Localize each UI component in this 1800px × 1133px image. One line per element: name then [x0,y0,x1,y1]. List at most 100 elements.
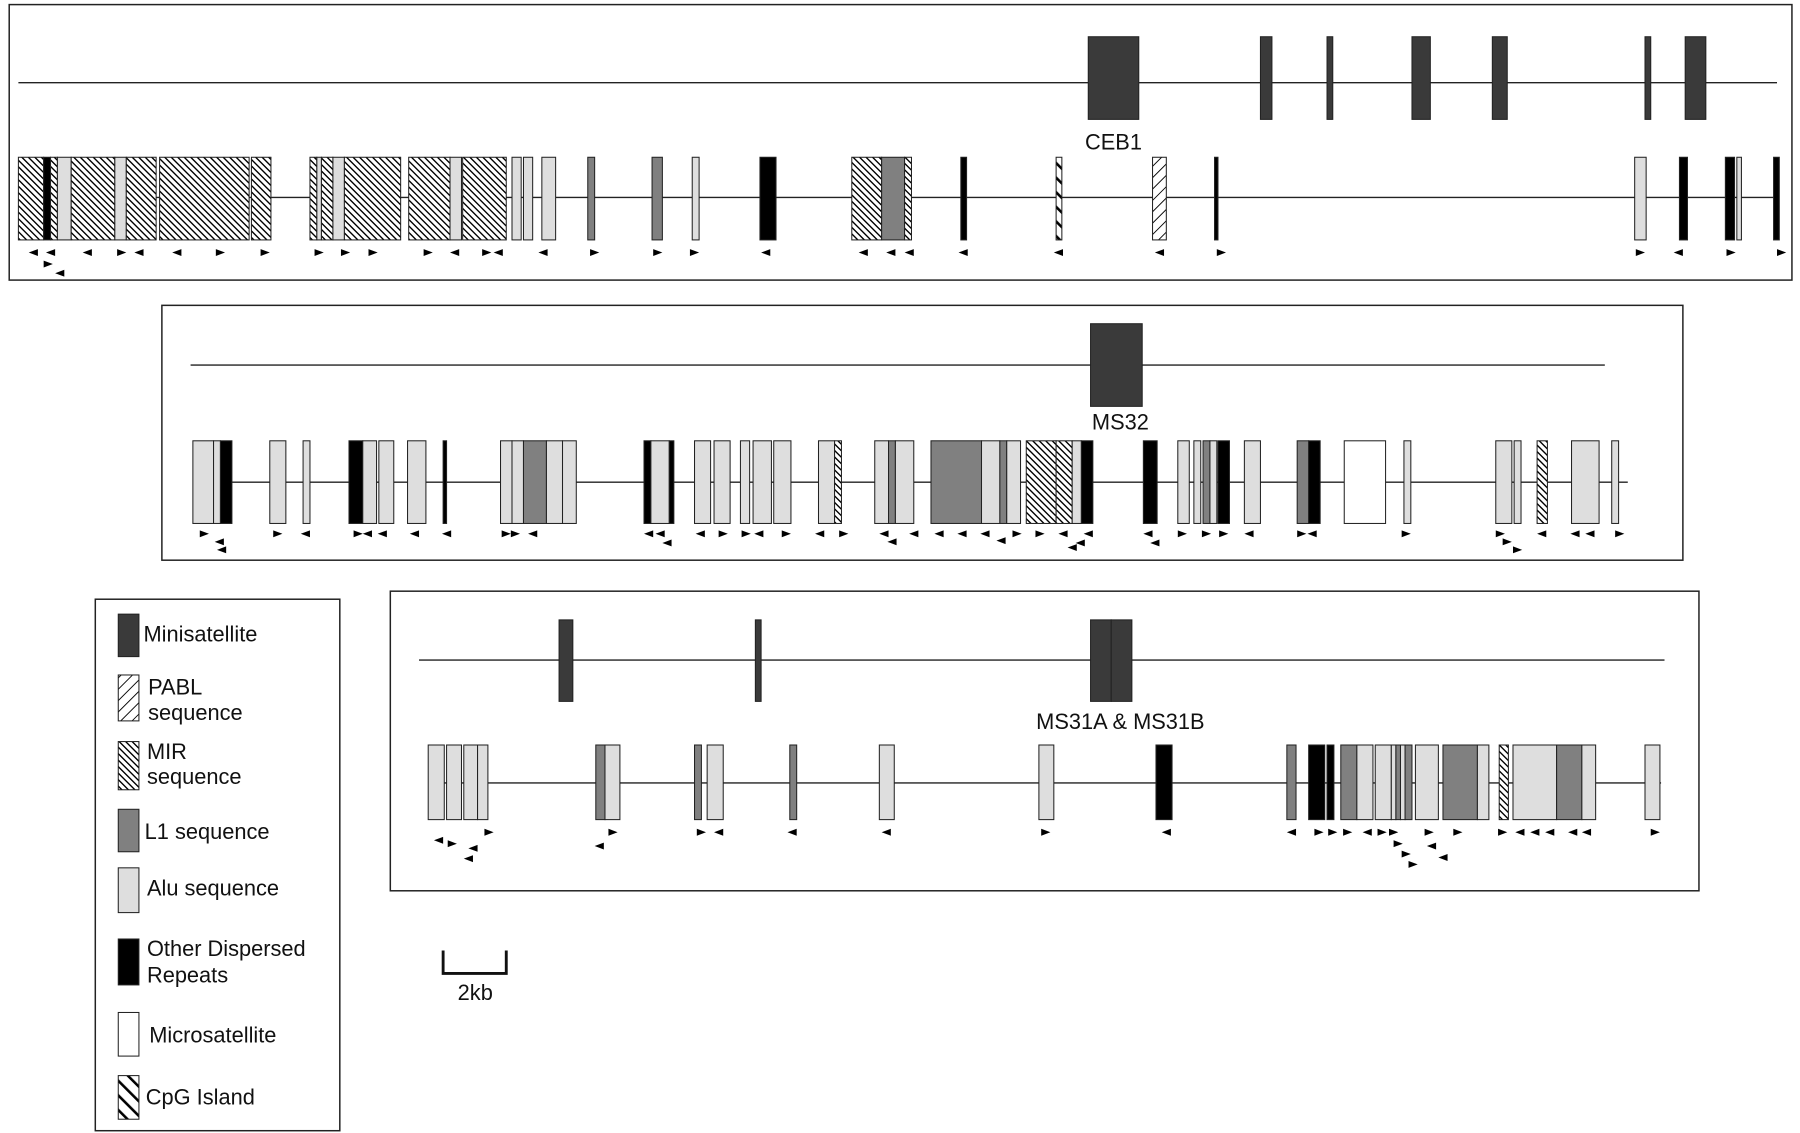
orientation-arrow [644,530,654,538]
orientation-arrow [260,249,270,256]
repeat-box [343,156,402,241]
scale-bar [441,950,508,975]
repeat-box [1308,744,1326,821]
repeat-box [1395,744,1402,821]
orientation-arrow [1537,530,1547,538]
repeat-box [1326,36,1334,120]
orientation-arrow [216,546,227,554]
orientation-arrow [1201,530,1212,538]
orientation-arrow [45,249,56,256]
repeat-box [1202,440,1211,524]
orientation-arrow [662,539,672,547]
orientation-arrow [433,836,444,844]
repeat-box [1340,744,1358,821]
orientation-arrow [957,530,967,538]
legend-label: sequence [148,700,243,725]
repeat-box [1403,440,1412,524]
orientation-arrow [510,530,521,538]
repeat-box [1634,156,1647,241]
repeat-box [754,619,762,702]
orientation-arrow [1502,538,1512,546]
orientation-arrow [353,530,363,538]
repeat-box [1152,156,1167,241]
orientation-arrow [689,249,700,256]
repeat-box [1090,619,1112,702]
repeat-box [1611,440,1620,524]
repeat-box [1038,744,1055,821]
repeat-box [427,744,445,821]
orientation-arrow [1219,530,1229,538]
repeat-box [739,440,751,524]
orientation-arrow [996,537,1006,545]
panel-frame [161,304,1684,561]
repeat-box [874,440,890,524]
repeat-box [1404,744,1413,821]
repeat-box [1724,156,1736,241]
orientation-arrow [340,249,351,256]
repeat-box [1442,744,1478,821]
repeat-box [522,440,547,524]
repeat-box [1513,440,1522,524]
repeat-box [595,744,606,821]
repeat-box [1209,440,1218,524]
orientation-arrow [1568,828,1578,836]
repeat-box [1581,744,1597,821]
orientation-arrow [1424,828,1434,836]
orientation-arrow [1244,530,1254,538]
orientation-arrow [1328,828,1338,836]
orientation-arrow [1777,249,1787,256]
repeat-box [1390,744,1397,821]
repeat-box [269,440,287,524]
orientation-arrow [484,828,494,836]
orientation-arrow [134,249,144,256]
legend-swatch [117,808,140,853]
orientation-arrow [1012,530,1022,538]
repeat-box [462,156,507,241]
repeat-box [250,156,272,241]
repeat-box [522,156,534,241]
orientation-arrow [1143,530,1153,538]
orientation-arrow [839,530,849,538]
legend-label: L1 sequence [145,819,270,844]
repeat-box [706,744,724,821]
repeat-box [1090,323,1143,407]
repeat-box [1498,744,1509,821]
orientation-arrow [1635,249,1646,256]
orientation-arrow [423,249,433,256]
orientation-arrow [172,249,182,256]
legend-swatch [117,674,140,722]
repeat-box [1476,744,1490,821]
orientation-arrow [980,530,990,538]
orientation-arrow [909,530,919,538]
repeat-box [1536,440,1548,524]
orientation-arrow [1512,546,1523,554]
repeat-box [1326,744,1335,821]
locus-label: CEB1 [1085,129,1142,154]
orientation-arrow [608,828,618,836]
orientation-arrow [590,249,600,256]
repeat-box [1243,440,1261,524]
repeat-box [834,440,842,524]
orientation-arrow [1083,530,1093,538]
orientation-arrow [1161,828,1171,836]
repeat-box [1110,619,1133,702]
orientation-arrow [482,249,492,256]
orientation-arrow [463,855,473,863]
repeat-box [789,744,798,821]
orientation-arrow [300,530,310,538]
legend-swatch [117,741,140,791]
repeat-box [213,440,221,524]
repeat-box [1343,440,1387,524]
orientation-arrow [1216,249,1227,256]
orientation-arrow [1581,828,1592,836]
repeat-box [446,744,463,821]
orientation-arrow [1377,828,1387,836]
orientation-arrow [450,249,460,256]
orientation-arrow [904,249,914,256]
repeat-box [999,440,1008,524]
repeat-box [511,156,522,241]
repeat-box [980,440,1001,524]
orientation-arrow [1362,828,1372,836]
repeat-box [1556,744,1583,821]
orientation-arrow [754,530,764,538]
